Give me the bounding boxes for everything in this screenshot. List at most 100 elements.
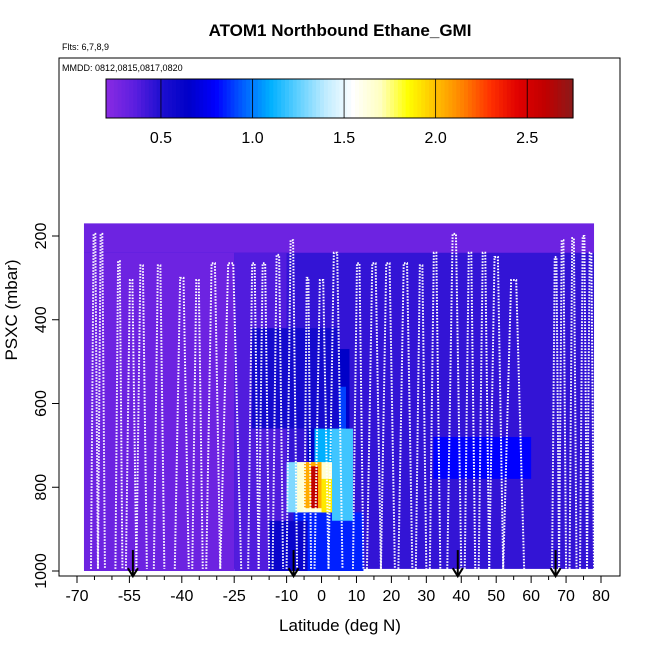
flight-profile [124,278,138,569]
flight-profiles [89,232,596,569]
colorbar-swatch [281,79,286,118]
colorbar-tick-label: 2.5 [516,130,538,147]
colorbar-swatch [479,79,485,118]
colorbar-swatch [545,79,551,118]
colorbar-swatch [234,79,239,118]
colorbar-swatch [347,79,352,118]
colorbar-swatch [183,79,189,118]
colorbar-swatch [246,79,251,118]
x-tick-label: 0 [317,588,326,605]
colorbar-swatch [370,79,376,118]
colorbar-swatch [448,79,453,118]
colorbar-swatch [304,79,309,118]
flight-profile [173,276,190,569]
colorbar-swatch [549,79,555,118]
colorbar-swatch [312,79,317,118]
x-tick-label: 70 [557,588,575,605]
colorbar-swatch [152,79,158,118]
colorbar-swatch [261,79,267,118]
colorbar-swatch [316,79,321,118]
heatmap-upper-layer [83,223,595,253]
flight-profile [257,262,271,569]
colorbar-swatch [467,79,473,118]
colorbar-swatch [242,79,247,118]
x-tick-label: -70 [65,588,88,605]
heatmap-cell [269,520,308,571]
colorbar-swatch [409,79,415,118]
flight-profile [303,276,313,569]
colorbar-swatch [179,79,185,118]
colorbar-swatch [199,79,204,118]
x-tick-label: -25 [223,588,246,605]
colorbar-swatch [265,79,271,118]
x-tick-label: -40 [170,588,193,605]
flight-profile [365,262,382,569]
colorbar-swatch [355,79,360,118]
flight-profile [285,239,299,569]
colorbar-swatch [203,79,208,118]
colorbar-swatch [530,79,535,118]
colorbar-swatch [432,79,438,118]
colorbar-swatch [569,79,574,118]
flight-profile [191,278,204,569]
colorbar-swatch [534,79,539,118]
colorbar-swatch [230,79,236,118]
colorbar-frame [105,78,574,119]
colorbar-tick-label: 1.0 [241,130,263,147]
colorbar-swatch [444,79,450,118]
colorbar-swatch [495,79,500,118]
y-tick-label: 1000 [33,553,50,589]
colorbar-swatch [483,79,488,118]
colorbar-swatch [374,79,380,118]
colorbar-tick-label: 1.5 [333,130,355,147]
flight-profile [446,232,463,569]
arrow-head [451,567,464,579]
colorbar-swatch [425,79,430,118]
flight-profile [579,235,589,569]
colorbar-swatch [327,79,333,118]
x-axis-label: Latitude (deg N) [279,616,401,635]
colorbar-tick-label: 2.0 [425,130,447,147]
colorbar-swatch [238,79,243,118]
colorbar-swatch [514,79,520,118]
colorbar-swatch [207,79,212,118]
colorbar-swatch [390,79,395,118]
colorbar-swatch [397,79,403,118]
flight-profile [271,253,285,569]
flight-profile [96,232,106,569]
colorbar-swatch [335,79,341,118]
x-tick-label: 60 [522,588,540,605]
colorbar-swatch [331,79,337,118]
profile-arrows [127,550,562,579]
colorbar-swatch [277,79,282,118]
colorbar-swatch [109,79,115,118]
heatmap-cell [332,428,353,521]
colorbar-swatch [537,79,543,118]
arrow-head [287,567,300,579]
dates-label: MMDD: 0812,0815,0817,0820 [62,63,183,73]
colorbar-swatch [401,79,407,118]
flight-profile [114,260,124,569]
flight-profile [397,262,414,569]
colorbar-swatch [187,79,193,118]
colorbar-swatch [452,79,457,118]
x-tick-label: 10 [348,588,366,605]
colorbar-swatch [429,79,434,118]
colorbar-swatch [421,79,426,118]
y-tick-label: 200 [33,223,50,250]
y-tick-label: 800 [33,474,50,501]
colorbar-swatch [522,79,527,118]
colorbar-swatch [121,79,127,118]
colorbar-swatch [148,79,154,118]
flight-profile [502,278,526,569]
arrow-head [127,567,139,579]
colorbar-swatch [296,79,302,118]
colorbar-swatch [191,79,197,118]
y-tick-label: 400 [33,306,50,333]
colorbar-swatch [565,79,570,118]
colorbar-swatch [460,79,465,118]
chart-title: ATOM1 Northbound Ethane_GMI [209,21,472,40]
colorbar-swatch [506,79,512,118]
colorbar-swatch [292,79,298,118]
colorbar-swatch [323,79,329,118]
